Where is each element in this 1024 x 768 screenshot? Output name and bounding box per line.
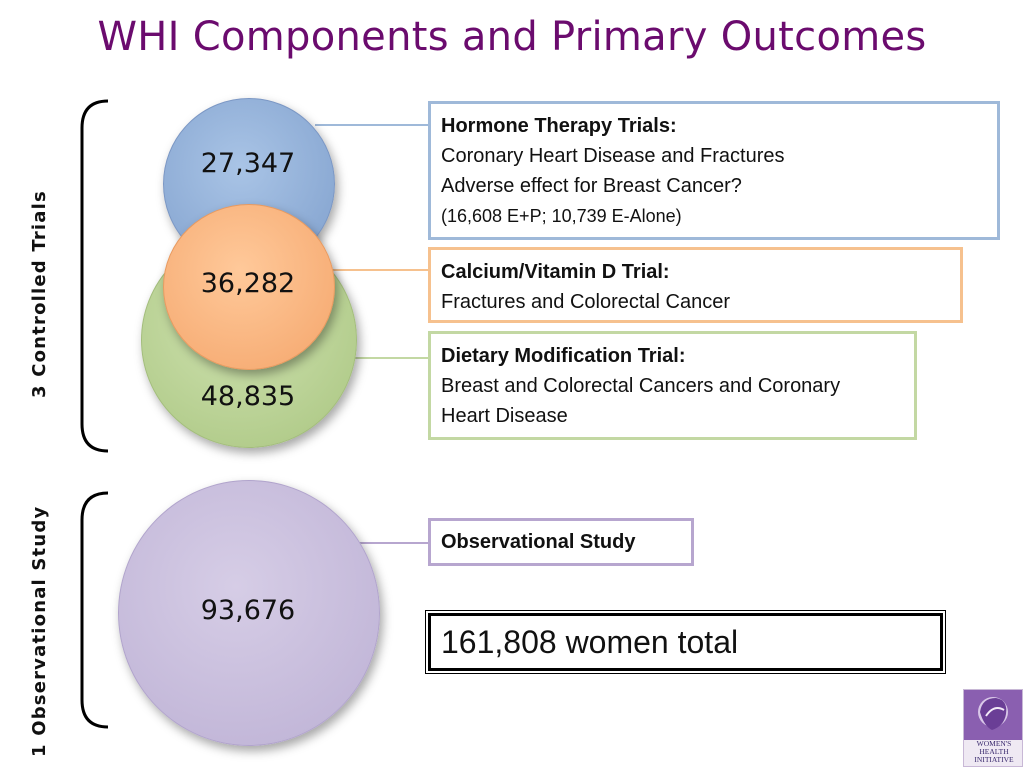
connector-observational (352, 542, 428, 544)
count-calcium-vitamin-d: 36,282 (200, 268, 296, 299)
logo-text-line1: WOMEN'S (976, 739, 1012, 748)
box-hormone-therapy: Hormone Therapy Trials: Coronary Heart D… (428, 101, 1000, 240)
box-hormone-heading: Hormone Therapy Trials: (441, 115, 677, 137)
logo-text-line3: INITIATIVE (974, 755, 1014, 764)
count-observational-study: 93,676 (200, 595, 296, 626)
box-dietary-heading: Dietary Modification Trial: (441, 345, 686, 367)
count-dietary-modification: 48,835 (200, 381, 296, 412)
box-calcium-vitamin-d: Calcium/Vitamin D Trial: Fractures and C… (428, 247, 963, 323)
whi-logo: WOMEN'S HEALTH INITIATIVE (963, 689, 1023, 767)
total-box: 161,808 women total (425, 610, 946, 674)
box-hormone-line3: (16,608 E+P; 10,739 E-Alone) (441, 206, 682, 226)
box-calcium-heading: Calcium/Vitamin D Trial: (441, 261, 670, 283)
bracket-controlled-trials (80, 99, 109, 453)
page-title: WHI Components and Primary Outcomes (97, 14, 927, 60)
box-dietary-line1: Breast and Colorectal Cancers and Corona… (441, 375, 841, 397)
whi-logo-icon (964, 690, 1022, 740)
connector-calcium (330, 269, 430, 271)
total-women: 161,808 women total (428, 613, 943, 671)
side-label-observational-study: 1 Observational Study (29, 505, 50, 757)
connector-hormone (315, 124, 430, 126)
whi-logo-text: WOMEN'S HEALTH INITIATIVE (964, 740, 1024, 764)
count-hormone-therapy: 27,347 (200, 148, 296, 179)
bracket-observational-study (80, 491, 109, 729)
connector-dietary (350, 357, 430, 359)
box-hormone-line2: Adverse effect for Breast Cancer? (441, 175, 742, 197)
box-calcium-line1: Fractures and Colorectal Cancer (441, 291, 731, 313)
circle-calcium-vitamin-d (163, 204, 335, 370)
box-observational-heading: Observational Study (441, 531, 636, 553)
box-hormone-line1: Coronary Heart Disease and Fractures (441, 145, 785, 167)
circle-observational-study (118, 480, 380, 746)
box-dietary-modification: Dietary Modification Trial: Breast and C… (428, 331, 917, 440)
box-dietary-line2: Heart Disease (441, 405, 568, 427)
logo-text-line2: HEALTH (979, 747, 1009, 756)
box-observational-study: Observational Study (428, 518, 694, 566)
side-label-controlled-trials: 3 Controlled Trials (29, 190, 50, 398)
